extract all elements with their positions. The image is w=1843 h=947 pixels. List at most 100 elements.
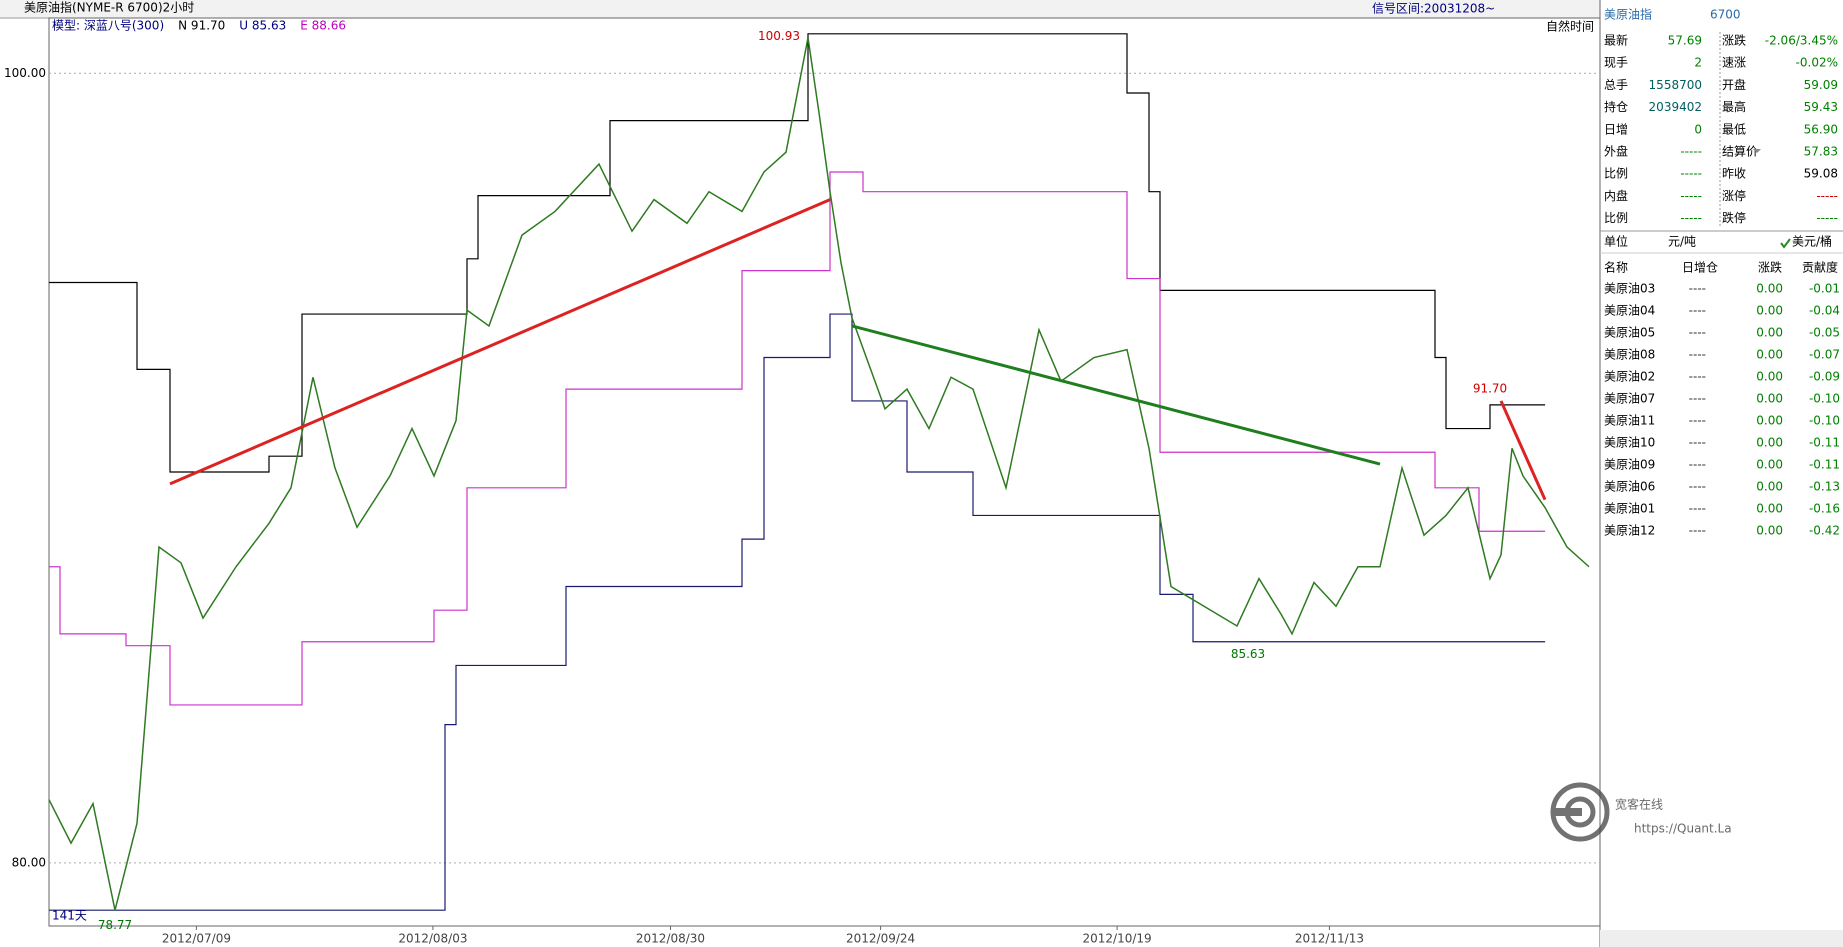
contrib-cell: 0.00 <box>1756 436 1783 450</box>
contrib-cell: -0.09 <box>1809 370 1840 384</box>
quote-value: 56.90 <box>1804 122 1838 136</box>
channel-line <box>49 171 1546 706</box>
contrib-cell: 美原油10 <box>1604 436 1655 450</box>
quote-label: 开盘 <box>1722 77 1746 92</box>
model-item: E 88.66 <box>300 19 346 33</box>
price-line <box>169 198 831 486</box>
quote-value: ----- <box>1680 211 1702 225</box>
x-tick-label: 2012/09/24 <box>846 932 915 946</box>
contrib-cell: 0.00 <box>1756 370 1783 384</box>
contrib-cell: 0.00 <box>1756 282 1783 296</box>
contrib-cell: ---- <box>1689 304 1706 318</box>
quote-label: 比例 <box>1604 211 1628 225</box>
quote-label: 最新 <box>1604 33 1628 48</box>
bar-count: 141天 <box>52 909 87 923</box>
model-legend: 模型: 深蓝八号(300) N 91.70 U 85.63 E 88.66 <box>52 19 346 33</box>
annotation: 100.93 <box>758 29 800 43</box>
contrib-cell: ---- <box>1689 326 1706 340</box>
contrib-cell: ---- <box>1689 348 1706 362</box>
quote-label: 昨收 <box>1722 167 1746 181</box>
contrib-cell: ---- <box>1689 524 1706 538</box>
quote-value: 2 <box>1694 56 1702 70</box>
price-line <box>48 37 1590 911</box>
contrib-cell: 美原油03 <box>1604 282 1655 296</box>
contrib-cell: ---- <box>1689 282 1706 296</box>
time-mode[interactable]: 自然时间 <box>1546 19 1594 34</box>
contrib-cell: -0.07 <box>1809 348 1840 362</box>
tab-bar <box>1600 930 1843 947</box>
unit-option[interactable]: 元/吨 <box>1668 235 1696 249</box>
quote-value: 0 <box>1694 122 1702 136</box>
contrib-cell: 0.00 <box>1756 458 1783 472</box>
y-tick-label: 80.00 <box>12 855 46 869</box>
contrib-cell: -0.42 <box>1809 524 1840 538</box>
quote-value: ----- <box>1816 211 1838 225</box>
quote-label: 涨跌 <box>1722 33 1746 48</box>
chart-title: 美原油指(NYME-R 6700)2小时 <box>24 0 194 15</box>
quote-label: 现手 <box>1604 56 1628 70</box>
quote-title: 美原油指 <box>1604 7 1652 22</box>
signal-range: 信号区间:20031208~ <box>1372 2 1495 16</box>
contrib-cell: 0.00 <box>1756 304 1783 318</box>
price-line <box>851 324 1381 466</box>
quote-value: ----- <box>1680 189 1702 203</box>
quote-value: ----- <box>1816 189 1838 203</box>
contrib-cell: 0.00 <box>1756 414 1783 428</box>
dropdown-icon[interactable] <box>1753 149 1761 153</box>
annotation: 78.77 <box>98 918 132 932</box>
quote-value: -2.06/3.45% <box>1765 34 1838 48</box>
contrib-cell: 0.00 <box>1756 524 1783 538</box>
annotation: 85.63 <box>1231 647 1265 661</box>
contrib-cell: 美原油06 <box>1604 480 1655 494</box>
quote-label: 最高 <box>1722 99 1746 114</box>
column-header: 贡献度 <box>1802 260 1838 275</box>
contrib-cell: 0.00 <box>1756 392 1783 406</box>
contrib-cell: ---- <box>1689 502 1706 516</box>
quote-label: 比例 <box>1604 167 1628 181</box>
column-header: 日增仓 <box>1682 261 1718 275</box>
x-tick-label: 2012/10/19 <box>1083 932 1152 946</box>
quote-label: 跌停 <box>1722 210 1746 225</box>
contrib-cell: 美原油08 <box>1604 348 1655 362</box>
quote-label: 涨停 <box>1722 188 1746 203</box>
x-tick-label: 2012/11/13 <box>1295 932 1364 946</box>
watermark-name: 宽客在线 <box>1615 797 1663 812</box>
quote-label: 最低 <box>1722 122 1746 136</box>
unit-option[interactable]: 美元/桶 <box>1792 234 1832 249</box>
contrib-cell: -0.13 <box>1809 480 1840 494</box>
contrib-cell: ---- <box>1689 392 1706 406</box>
contrib-cell: 美原油09 <box>1604 458 1655 472</box>
unit-label: 单位 <box>1604 234 1628 249</box>
contrib-cell: -0.11 <box>1809 458 1840 472</box>
quote-label: 速涨 <box>1722 55 1746 70</box>
quote-label: 日增 <box>1604 122 1628 136</box>
quote-value: ----- <box>1680 167 1702 181</box>
quote-code: 6700 <box>1710 8 1741 22</box>
contrib-cell: -0.04 <box>1809 304 1840 318</box>
quote-label: 结算价 <box>1722 144 1758 159</box>
contrib-cell: 美原油04 <box>1604 304 1655 318</box>
contrib-cell: 美原油01 <box>1604 502 1655 516</box>
contrib-cell: 0.00 <box>1756 502 1783 516</box>
contrib-cell: -0.11 <box>1809 436 1840 450</box>
contrib-cell: 美原油02 <box>1604 370 1655 384</box>
channel-line <box>49 33 1546 473</box>
quote-label: 内盘 <box>1604 188 1628 203</box>
contrib-cell: 美原油05 <box>1604 326 1655 340</box>
quote-label: 外盘 <box>1604 144 1628 159</box>
contrib-cell: ---- <box>1689 414 1706 428</box>
contrib-cell: ---- <box>1689 458 1706 472</box>
contrib-cell: -0.05 <box>1809 326 1840 340</box>
contrib-cell: 美原油11 <box>1604 414 1655 428</box>
quote-value: 57.69 <box>1668 34 1702 48</box>
contrib-cell: -0.01 <box>1809 282 1840 296</box>
quote-value: 57.83 <box>1804 145 1838 159</box>
quote-value: 59.08 <box>1804 167 1838 181</box>
contrib-cell: ---- <box>1689 436 1706 450</box>
quote-value: ----- <box>1680 145 1702 159</box>
quote-value: 1558700 <box>1649 78 1702 92</box>
check-icon <box>1780 238 1791 249</box>
quote-value: -0.02% <box>1796 56 1838 70</box>
top-bar <box>0 0 1600 18</box>
